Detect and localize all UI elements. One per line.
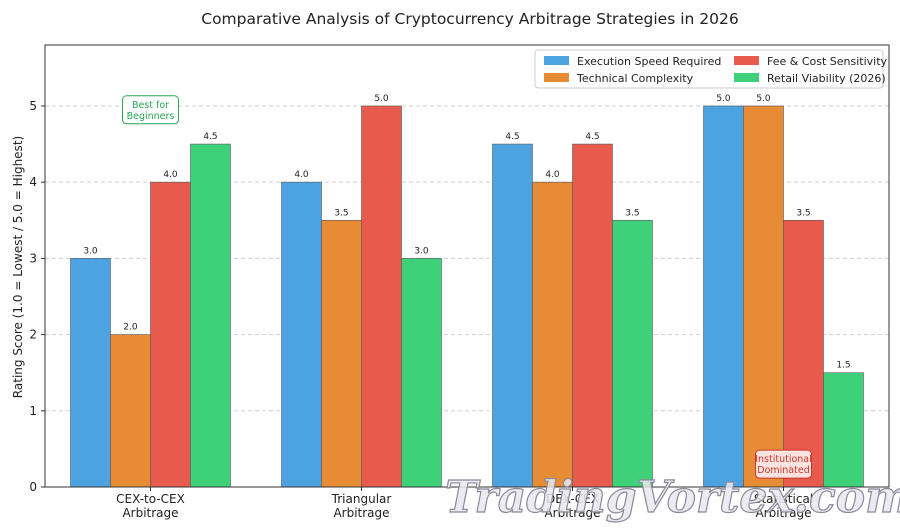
- data-label: 4.0: [545, 170, 560, 180]
- annotation-box: [122, 95, 179, 125]
- x-tick-label: DEX-CEX Arbitrage: [544, 492, 600, 520]
- bar: [823, 372, 864, 488]
- data-label: 3.0: [83, 246, 98, 256]
- bar: [532, 181, 573, 488]
- annotations: Best for Beginners Institutional Dominated: [122, 95, 812, 479]
- axis-ticks: 0 1 2 3 4 5 CEX-to-CEX Arbitrage Triangular Arbit…: [29, 99, 813, 520]
- data-label: 4.5: [505, 132, 519, 142]
- legend-swatch-fee: [734, 56, 759, 65]
- annotation: Best for Beginners: [122, 95, 179, 125]
- legend-swatch-speed: [544, 56, 569, 65]
- x-tick-label: Statistical Arbitrage: [754, 492, 813, 520]
- data-label: 3.0: [414, 246, 429, 256]
- bar: [743, 105, 784, 488]
- data-label: 3.5: [334, 208, 348, 218]
- bar: [70, 258, 111, 488]
- bar: [190, 143, 231, 488]
- data-label: 1.5: [836, 361, 850, 371]
- y-axis-label: Rating Score (1.0 = Lowest / 5.0 = Highe…: [11, 136, 25, 398]
- chart-title: Comparative Analysis of Cryptocurrency A…: [201, 10, 738, 28]
- bars: [70, 105, 864, 488]
- data-label: 4.0: [163, 170, 178, 180]
- data-label: 3.5: [625, 208, 639, 218]
- data-label: 4.5: [585, 132, 599, 142]
- data-label: 4.5: [203, 132, 217, 142]
- data-label: 3.5: [796, 208, 810, 218]
- annotation-text: Best for Beginners: [127, 100, 175, 122]
- bar: [150, 181, 191, 488]
- legend: Execution Speed Required Fee & Cost Sens…: [534, 49, 888, 89]
- y-tick-label: 0: [29, 480, 37, 494]
- bar: [572, 143, 613, 488]
- bar: [281, 181, 322, 488]
- plot-frame: [44, 44, 890, 488]
- data-label: 2.0: [123, 323, 138, 333]
- bar: [321, 219, 362, 488]
- legend-swatch-complexity: [544, 73, 569, 82]
- legend-label-retail: Retail Viability (2026): [767, 72, 886, 85]
- bar: [612, 219, 653, 488]
- bar: [110, 334, 151, 488]
- data-label: 4.0: [294, 170, 309, 180]
- legend-swatch-retail: [734, 73, 759, 82]
- legend-box: [534, 49, 884, 89]
- bar: [783, 219, 824, 488]
- data-label: 5.0: [716, 94, 731, 104]
- data-label: 5.0: [756, 94, 771, 104]
- data-label: 5.0: [374, 94, 389, 104]
- annotation-box: [755, 449, 812, 479]
- watermark: TradingVortex.com: [445, 472, 900, 523]
- x-tick-label: Triangular Arbitrage: [331, 492, 392, 520]
- y-tick-label: 5: [29, 99, 37, 113]
- annotation-text: Institutional Dominated: [755, 454, 812, 476]
- legend-label-speed: Execution Speed Required: [577, 55, 721, 68]
- bar: [361, 105, 402, 488]
- x-tick-label: CEX-to-CEX Arbitrage: [116, 492, 185, 520]
- legend-label-fee: Fee & Cost Sensitivity: [767, 55, 888, 68]
- bar: [401, 258, 442, 488]
- y-tick-label: 4: [29, 175, 37, 189]
- y-tick-label: 3: [29, 251, 37, 265]
- legend-label-complexity: Technical Complexity: [576, 72, 694, 85]
- data-labels: 3.0 4.0 4.5 5.0 2.0 3.5 4.0 5.0 4.0 5.0 4.5 3.5 4.5 3…: [83, 94, 850, 371]
- bar: [703, 105, 744, 488]
- bar: [492, 143, 533, 488]
- y-tick-label: 2: [29, 328, 37, 342]
- y-tick-label: 1: [29, 404, 37, 418]
- annotation: Institutional Dominated: [755, 449, 812, 479]
